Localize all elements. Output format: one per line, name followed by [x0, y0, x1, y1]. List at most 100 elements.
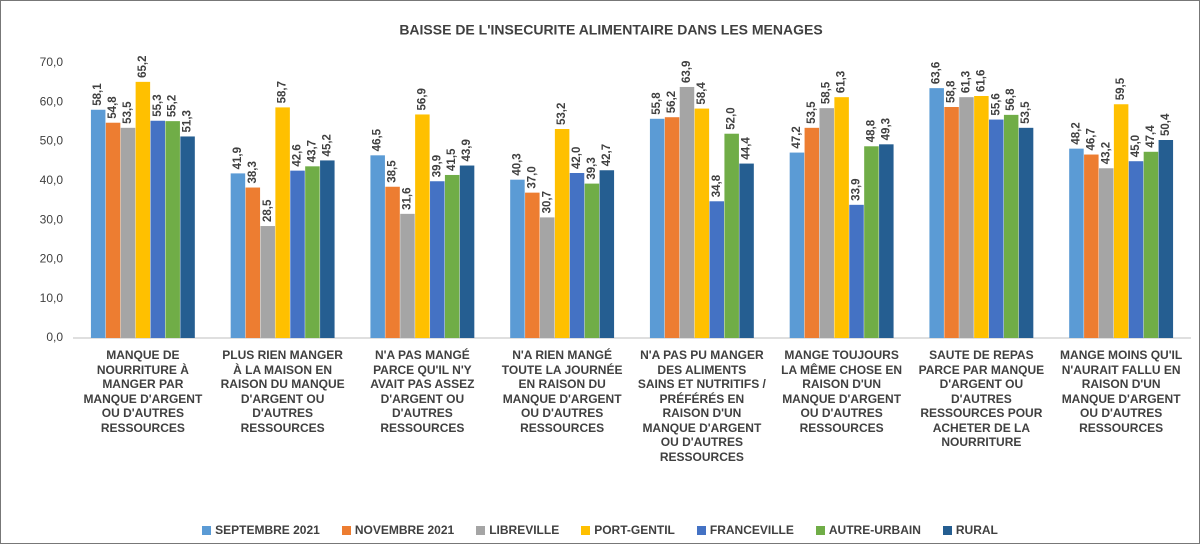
legend-swatch [815, 525, 825, 535]
value-label: 46,5 [372, 128, 384, 151]
value-label: 53,5 [1020, 101, 1032, 124]
value-label: 55,6 [990, 93, 1002, 115]
bar [275, 107, 290, 339]
x-tick-label: SAUTE DE REPAS PARCE PAR MANQUE D'ARGENT… [918, 348, 1045, 449]
bar [834, 97, 849, 338]
legend-label: AUTRE-URBAIN [828, 523, 921, 537]
value-label: 39,9 [431, 155, 443, 177]
y-tick-label: 70,0 [40, 55, 64, 69]
value-label: 59,5 [1115, 77, 1127, 100]
value-label: 46,7 [1085, 128, 1097, 150]
bar [105, 122, 121, 338]
bar [260, 226, 275, 338]
legend: SEPTEMBRE 2021 NOVEMBRE 2021 LIBREVILLE POR… [1, 523, 1199, 537]
bar [539, 217, 555, 338]
bar [415, 114, 430, 338]
value-label: 51,3 [182, 110, 194, 132]
bar [739, 163, 754, 338]
bar [974, 96, 989, 338]
value-label: 40,3 [511, 153, 523, 175]
legend-item: NOVEMBRE 2021 [341, 523, 455, 537]
value-label: 42,6 [292, 144, 304, 166]
bar [120, 127, 136, 338]
value-label: 41,9 [232, 147, 244, 169]
value-label: 52,0 [726, 107, 738, 129]
value-label: 42,0 [571, 147, 583, 169]
value-label: 47,4 [1145, 125, 1157, 148]
value-label: 34,8 [711, 174, 723, 197]
bar [554, 129, 570, 338]
bar [135, 81, 151, 338]
bar [1128, 161, 1144, 338]
bar [599, 170, 615, 338]
bar [1069, 148, 1084, 338]
bar [1113, 104, 1129, 338]
value-label: 42,7 [601, 144, 613, 166]
legend-label: NOVEMBRE 2021 [354, 523, 455, 537]
bar [370, 155, 385, 338]
bar [789, 152, 805, 338]
bar [944, 107, 959, 338]
value-label: 41,5 [446, 148, 458, 171]
legend-label: SEPTEMBRE 2021 [215, 523, 320, 537]
legend-item: PORT-GENTIL [581, 523, 675, 537]
bar [1018, 127, 1034, 338]
bar [305, 166, 320, 338]
value-label: 48,2 [1070, 122, 1082, 144]
bar [959, 97, 974, 338]
x-tick-label: N'A RIEN MANGÉ TOUTE LA JOURNÉE EN RAISO… [501, 348, 623, 435]
bar [1098, 168, 1114, 338]
value-label: 58,5 [821, 81, 833, 104]
value-label: 43,7 [306, 140, 318, 162]
value-label: 61,3 [961, 71, 973, 93]
legend-item: AUTRE-URBAIN [815, 523, 921, 537]
value-label: 39,3 [586, 157, 598, 179]
x-tick-label: MANGE MOINS QU'IL N'AURAIT FALLU EN RAIS… [1060, 348, 1183, 435]
bar [444, 174, 460, 338]
legend-item: FRANCEVILLE [696, 523, 794, 537]
value-label: 56,9 [416, 88, 428, 110]
bar [694, 108, 710, 338]
value-label: 28,5 [262, 199, 274, 222]
y-tick-label: 10,0 [40, 291, 64, 305]
value-label: 33,9 [851, 178, 863, 200]
y-tick-label: 0,0 [46, 330, 63, 344]
value-label: 55,2 [167, 95, 179, 117]
bar [459, 165, 475, 338]
value-label: 47,2 [791, 126, 803, 148]
bar [989, 119, 1004, 338]
x-tick-label: N'A PAS PU MANGER DES ALIMENTS SAINS ET … [637, 348, 766, 464]
bar [1158, 140, 1174, 338]
bar [804, 127, 820, 338]
bar [525, 192, 540, 338]
value-label: 38,3 [247, 161, 259, 183]
legend-swatch [942, 525, 952, 535]
bar [679, 86, 695, 338]
bar [724, 133, 739, 338]
bar [320, 160, 335, 338]
value-label: 56,2 [666, 91, 678, 113]
bar [929, 88, 944, 339]
bar [709, 201, 725, 338]
bar [864, 146, 879, 338]
bar [90, 109, 106, 338]
value-label: 45,2 [321, 134, 333, 156]
legend-label: RURAL [955, 523, 998, 537]
value-label: 63,9 [681, 61, 693, 83]
value-label: 58,8 [946, 80, 958, 103]
y-tick-label: 40,0 [40, 173, 64, 187]
bar [510, 179, 525, 338]
value-label: 65,2 [137, 55, 149, 77]
bar [1084, 154, 1099, 338]
bar [584, 183, 600, 338]
value-label: 61,6 [975, 70, 987, 92]
value-label: 48,8 [865, 119, 877, 142]
legend-swatch [581, 525, 591, 535]
chart-title: BAISSE DE L'INSECURITE ALIMENTAIRE DANS … [399, 22, 822, 38]
bar [230, 173, 246, 338]
legend-item: LIBREVILLE [476, 523, 559, 537]
y-tick-label: 20,0 [40, 252, 64, 266]
value-label: 38,5 [387, 160, 399, 183]
